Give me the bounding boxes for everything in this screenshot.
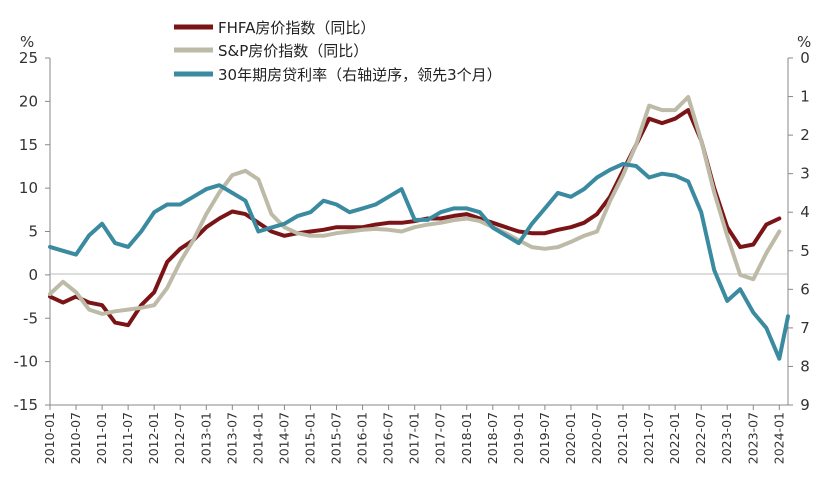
x-tick-label: 2021-01: [615, 412, 630, 464]
left-tick-label: 20: [19, 92, 38, 110]
series-lines: [48, 95, 790, 361]
legend: FHFA房价指数（同比） S&P房价指数（同比） 30年期房贷利率（右轴逆序，领…: [174, 19, 502, 84]
left-tick-label: -5: [23, 309, 38, 327]
legend-item-fhfa: FHFA房价指数（同比）: [174, 19, 375, 37]
left-tick-label: -15: [14, 396, 39, 414]
left-tick-label: -10: [14, 353, 39, 371]
left-tick-label: 15: [19, 136, 38, 154]
left-tick-label: 5: [28, 223, 38, 241]
legend-label-mortgage: 30年期房贷利率（右轴逆序，领先3个月）: [218, 66, 502, 84]
sp-line: [48, 95, 782, 316]
right-tick-label: 8: [800, 357, 810, 375]
x-tick-label: 2023-07: [745, 412, 760, 464]
x-tick-label: 2018-01: [459, 412, 474, 464]
x-tick-label: 2017-07: [433, 412, 448, 464]
x-tick-label: 2014-07: [276, 412, 291, 464]
x-axis-ticks: 2010-01 2010-07 2011-01 2011-07 2012-01 2012-…: [42, 405, 786, 464]
left-tick-label: 0: [28, 266, 38, 284]
mortgage-rate-line: [48, 162, 790, 361]
x-tick-label: 2023-01: [719, 412, 734, 464]
x-tick-label: 2021-07: [641, 412, 656, 464]
right-tick-label: 7: [800, 319, 810, 337]
left-axis-ticks: 25 20 15 10 5 0 -5 -10 -15: [14, 49, 50, 414]
right-tick-label: 2: [800, 126, 810, 144]
right-tick-label: 0: [800, 49, 810, 67]
x-tick-label: 2022-07: [693, 412, 708, 464]
x-tick-label: 2020-01: [563, 412, 578, 464]
x-tick-label: 2010-01: [42, 412, 57, 464]
legend-label-sp: S&P房价指数（同比）: [218, 42, 368, 60]
x-tick-label: 2015-07: [329, 412, 344, 464]
x-tick-label: 2012-01: [146, 412, 161, 464]
legend-label-fhfa: FHFA房价指数（同比）: [218, 19, 375, 37]
x-tick-label: 2024-01: [771, 412, 786, 464]
x-tick-label: 2011-01: [94, 412, 109, 464]
x-tick-label: 2017-01: [407, 412, 422, 464]
right-axis-ticks: 0 1 2 3 4 5 6 7 8 9: [788, 49, 810, 414]
left-tick-label: 10: [19, 179, 38, 197]
x-tick-label: 2014-01: [250, 412, 265, 464]
x-tick-label: 2018-07: [485, 412, 500, 464]
right-tick-label: 6: [800, 280, 810, 298]
x-tick-label: 2022-01: [667, 412, 682, 464]
right-tick-label: 5: [800, 242, 810, 260]
x-tick-label: 2019-07: [537, 412, 552, 464]
legend-item-sp: S&P房价指数（同比）: [174, 42, 368, 60]
right-tick-label: 4: [800, 203, 810, 221]
right-axis-unit: %: [797, 33, 811, 51]
x-tick-label: 2019-01: [511, 412, 526, 464]
right-tick-label: 9: [800, 396, 810, 414]
x-tick-label: 2016-07: [381, 412, 396, 464]
x-tick-label: 2011-07: [120, 412, 135, 464]
right-tick-label: 3: [800, 165, 810, 183]
right-tick-label: 1: [800, 88, 810, 106]
x-tick-label: 2013-07: [224, 412, 239, 464]
x-tick-label: 2020-07: [589, 412, 604, 464]
x-tick-label: 2013-01: [198, 412, 213, 464]
x-tick-label: 2010-07: [68, 412, 83, 464]
x-tick-label: 2016-01: [355, 412, 370, 464]
left-tick-label: 25: [19, 49, 38, 67]
x-tick-label: 2012-07: [172, 412, 187, 464]
legend-item-mortgage: 30年期房贷利率（右轴逆序，领先3个月）: [174, 66, 502, 84]
x-tick-label: 2015-01: [302, 412, 317, 464]
left-axis-unit: %: [20, 33, 34, 51]
